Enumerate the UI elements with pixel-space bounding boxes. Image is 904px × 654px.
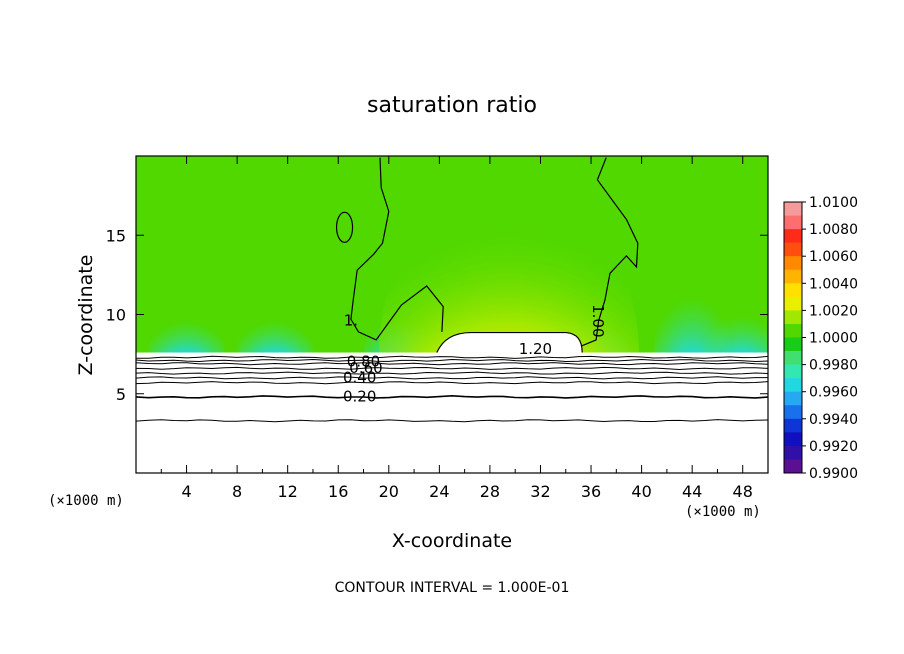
contour-lines — [136, 157, 768, 423]
x-unit-left: (×1000 m) — [48, 493, 124, 509]
y-axis-label: Z-coordinate — [75, 255, 97, 376]
contour-line-0-5 — [136, 371, 768, 375]
colorbar-swatch — [784, 364, 802, 379]
contour-line-0-9 — [136, 355, 768, 359]
colorbar-swatch — [784, 229, 802, 243]
contour-label: 0.60 — [349, 359, 382, 377]
contour-label: 1. — [344, 311, 358, 329]
colorbar-swatch — [784, 242, 802, 257]
x-tick-label: 20 — [379, 482, 399, 501]
contour-label: 0.40 — [343, 368, 376, 386]
colorbar-tick-label: 0.9940 — [809, 412, 858, 428]
colorbar-swatch — [784, 378, 802, 392]
y-axis: 5 10 15 — [106, 226, 768, 404]
contour-line-0-4 — [136, 376, 768, 380]
colorbar-tick-label: 1.0000 — [809, 331, 858, 347]
colorbar-tick-label: 0.9960 — [809, 385, 858, 401]
colorbar-tick-label: 0.9920 — [809, 439, 858, 455]
chart-title: saturation ratio — [367, 93, 537, 118]
contour-label: 1.20 — [519, 340, 552, 358]
x-tick-label: 44 — [682, 482, 702, 501]
contour-labels: 1.20 1.00 1. 0.800.600.400.20 — [343, 304, 607, 405]
colorbar-tick-label: 1.0080 — [809, 222, 858, 238]
colorbar-swatch — [784, 283, 802, 298]
x-tick-label: 4 — [181, 482, 191, 501]
x-tick-label: 24 — [429, 482, 449, 501]
contour-line-0-3 — [136, 381, 768, 385]
x-axis: 4 8 12 16 20 24 28 32 36 40 44 48 — [160, 156, 753, 501]
contour-closed-loop — [335, 211, 354, 243]
x-tick-label: 8 — [232, 482, 242, 501]
y-tick-label: 10 — [106, 306, 126, 325]
contour-line-0-2 — [136, 394, 768, 399]
subsaturated-region — [136, 352, 768, 473]
x-tick-label: 28 — [480, 482, 500, 501]
colorbar-swatch — [784, 323, 802, 338]
x-tick-label: 48 — [733, 482, 753, 501]
x-unit-right: (×1000 m) — [685, 504, 761, 520]
contour-line-0-8 — [136, 358, 768, 363]
plot-area — [136, 156, 768, 473]
colorbar-tick-label: 0.9900 — [809, 466, 858, 482]
colorbar-swatch — [784, 337, 802, 352]
colorbar-swatch — [784, 405, 802, 420]
contour-label: 0.80 — [347, 353, 380, 371]
contour-interval-footer: CONTOUR INTERVAL = 1.000E-01 — [335, 580, 570, 596]
y-tick-label: 5 — [116, 385, 126, 404]
colorbar-swatch — [784, 445, 802, 460]
colorbar-tick-label: 0.9980 — [809, 358, 858, 374]
colorbar-swatch — [784, 459, 802, 474]
colorbar: 1.0100 1.0080 1.0060 1.0040 1.0020 1.0000 0.99… — [783, 195, 858, 482]
colorbar-swatch — [784, 215, 802, 230]
colorbar-tick-label: 1.0060 — [809, 249, 858, 265]
contour-label: 1.00 — [589, 304, 607, 337]
colorbar-tick-label: 1.0020 — [809, 303, 858, 319]
colorbar-swatch — [784, 269, 802, 284]
contour-line-1-20 — [436, 331, 583, 353]
x-tick-label: 16 — [328, 482, 348, 501]
x-axis-label: X-coordinate — [392, 530, 512, 552]
colorbar-tick-label: 1.0040 — [809, 276, 858, 292]
colorbar-swatch — [784, 310, 802, 325]
colorbar-tick-label: 1.0100 — [809, 195, 858, 211]
colorbar-swatch — [784, 418, 802, 433]
contour-line-0-6 — [136, 366, 768, 371]
colorbar-swatch — [784, 202, 802, 216]
x-tick-label: 32 — [530, 482, 550, 501]
colorbar-swatch — [784, 432, 802, 447]
contour-line-0-7 — [136, 362, 768, 366]
contour-line-0-1 — [136, 419, 768, 423]
x-tick-label: 12 — [278, 482, 298, 501]
contour-line-1-00-right — [580, 157, 639, 347]
contour-line-1-00-left — [350, 157, 444, 341]
field-patches — [136, 187, 768, 473]
contour-label: 0.20 — [343, 387, 376, 405]
colorbar-swatch — [784, 256, 802, 271]
colorbar-swatch — [784, 296, 802, 311]
y-tick-label: 15 — [106, 226, 126, 245]
colorbar-swatch — [784, 391, 802, 406]
colorbar-swatch — [784, 351, 802, 365]
x-tick-label: 36 — [581, 482, 601, 501]
x-tick-label: 40 — [631, 482, 651, 501]
